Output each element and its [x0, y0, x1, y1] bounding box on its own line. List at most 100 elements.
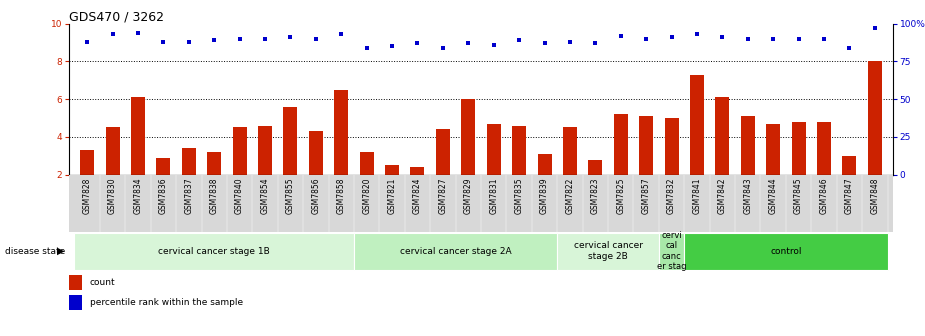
- Text: ▶: ▶: [57, 246, 65, 256]
- Point: [715, 35, 730, 40]
- Bar: [843, 156, 857, 175]
- Bar: [334, 90, 348, 175]
- Text: GSM7827: GSM7827: [438, 177, 448, 214]
- Text: GSM7823: GSM7823: [591, 177, 599, 214]
- Point: [562, 39, 577, 44]
- Text: GSM7839: GSM7839: [540, 177, 549, 214]
- FancyBboxPatch shape: [684, 233, 888, 270]
- Bar: [411, 167, 425, 175]
- Text: control: control: [771, 247, 802, 256]
- Point: [487, 42, 501, 47]
- Text: GSM7840: GSM7840: [235, 177, 244, 214]
- Bar: [207, 152, 221, 175]
- Text: GSM7830: GSM7830: [108, 177, 117, 214]
- Text: GSM7845: GSM7845: [794, 177, 803, 214]
- Text: GSM7843: GSM7843: [744, 177, 752, 214]
- Bar: [868, 61, 882, 175]
- Text: GSM7836: GSM7836: [159, 177, 168, 214]
- Bar: [563, 127, 577, 175]
- Text: GSM7828: GSM7828: [82, 177, 92, 214]
- Point: [766, 36, 781, 41]
- FancyBboxPatch shape: [354, 233, 557, 270]
- Point: [181, 39, 196, 44]
- Bar: [639, 116, 653, 175]
- Text: percentile rank within the sample: percentile rank within the sample: [90, 298, 243, 307]
- Point: [207, 38, 222, 43]
- Bar: [156, 158, 170, 175]
- Point: [588, 41, 603, 46]
- FancyBboxPatch shape: [557, 233, 659, 270]
- Point: [80, 39, 94, 44]
- Bar: [487, 124, 500, 175]
- Point: [639, 36, 654, 41]
- Text: count: count: [90, 278, 116, 287]
- Text: GSM7831: GSM7831: [489, 177, 499, 214]
- Bar: [512, 126, 526, 175]
- Point: [689, 32, 704, 37]
- Bar: [741, 116, 755, 175]
- Bar: [537, 154, 551, 175]
- Point: [436, 45, 450, 50]
- Bar: [792, 122, 806, 175]
- Point: [791, 36, 806, 41]
- Text: GSM7856: GSM7856: [312, 177, 320, 214]
- Bar: [232, 127, 247, 175]
- Text: cervical cancer
stage 2B: cervical cancer stage 2B: [574, 242, 643, 261]
- Point: [130, 30, 145, 35]
- Bar: [664, 118, 679, 175]
- Text: GSM7832: GSM7832: [667, 177, 676, 214]
- Text: cervi
cal
canc
er stag: cervi cal canc er stag: [657, 231, 686, 271]
- Bar: [309, 131, 323, 175]
- Text: GSM7820: GSM7820: [363, 177, 371, 214]
- Text: cervical cancer stage 1B: cervical cancer stage 1B: [158, 247, 270, 256]
- Bar: [131, 97, 145, 175]
- Bar: [715, 97, 730, 175]
- Text: GDS470 / 3262: GDS470 / 3262: [69, 10, 165, 23]
- Bar: [80, 150, 94, 175]
- Point: [258, 36, 273, 41]
- Bar: [283, 107, 298, 175]
- Text: GSM7842: GSM7842: [718, 177, 727, 214]
- Bar: [105, 127, 119, 175]
- Point: [512, 38, 526, 43]
- Bar: [69, 294, 81, 310]
- Bar: [817, 122, 831, 175]
- Text: GSM7837: GSM7837: [184, 177, 193, 214]
- Point: [817, 36, 832, 41]
- Text: GSM7844: GSM7844: [769, 177, 778, 214]
- Text: GSM7855: GSM7855: [286, 177, 295, 214]
- Bar: [385, 165, 399, 175]
- Bar: [614, 114, 628, 175]
- Point: [842, 45, 857, 50]
- Point: [105, 32, 120, 37]
- Point: [359, 45, 374, 50]
- Bar: [182, 148, 196, 175]
- Point: [740, 36, 755, 41]
- Point: [410, 41, 425, 46]
- Text: GSM7825: GSM7825: [616, 177, 625, 214]
- Point: [334, 32, 349, 37]
- Bar: [258, 126, 272, 175]
- Point: [461, 41, 475, 46]
- Bar: [588, 160, 602, 175]
- Text: GSM7858: GSM7858: [337, 177, 346, 214]
- Text: disease state: disease state: [5, 247, 65, 256]
- Text: GSM7821: GSM7821: [388, 177, 397, 214]
- Bar: [766, 124, 780, 175]
- Text: GSM7857: GSM7857: [642, 177, 650, 214]
- Text: GSM7834: GSM7834: [133, 177, 142, 214]
- Bar: [69, 275, 81, 290]
- Point: [385, 44, 400, 49]
- Point: [156, 39, 171, 44]
- Point: [308, 36, 323, 41]
- Text: GSM7854: GSM7854: [261, 177, 269, 214]
- Point: [664, 35, 679, 40]
- Text: GSM7824: GSM7824: [413, 177, 422, 214]
- Point: [283, 35, 298, 40]
- Text: GSM7835: GSM7835: [514, 177, 524, 214]
- Text: GSM7829: GSM7829: [463, 177, 473, 214]
- Point: [537, 41, 552, 46]
- FancyBboxPatch shape: [659, 233, 684, 270]
- Text: GSM7841: GSM7841: [693, 177, 701, 214]
- FancyBboxPatch shape: [74, 233, 354, 270]
